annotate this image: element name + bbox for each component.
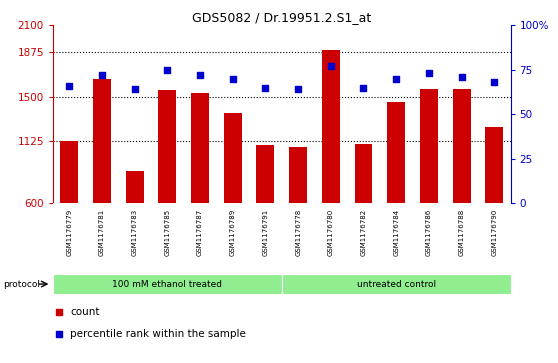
Point — [359, 85, 368, 90]
Text: GSM1176788: GSM1176788 — [459, 209, 465, 256]
Bar — [354, 144, 373, 203]
Text: GSM1176787: GSM1176787 — [197, 209, 203, 256]
Text: percentile rank within the sample: percentile rank within the sample — [70, 329, 246, 339]
Text: GSM1176784: GSM1176784 — [393, 209, 399, 256]
Point — [261, 85, 270, 90]
Text: GSM1176781: GSM1176781 — [99, 209, 105, 256]
Bar — [485, 127, 503, 203]
Bar — [282, 274, 511, 294]
Bar — [322, 50, 340, 203]
Text: count: count — [70, 307, 99, 317]
Point — [196, 72, 205, 78]
Bar — [60, 141, 78, 203]
Point — [490, 79, 499, 85]
Text: 100 mM ethanol treated: 100 mM ethanol treated — [112, 280, 223, 289]
Text: GSM1176779: GSM1176779 — [66, 209, 73, 256]
Bar — [126, 171, 144, 203]
Text: untreated control: untreated control — [357, 280, 436, 289]
Bar — [453, 89, 470, 203]
Text: GSM1176786: GSM1176786 — [426, 209, 432, 256]
Point — [457, 74, 466, 80]
Point — [425, 70, 434, 76]
Bar — [93, 79, 111, 203]
Bar — [387, 102, 405, 203]
Point — [392, 76, 401, 82]
Point — [98, 72, 107, 78]
Text: GSM1176791: GSM1176791 — [262, 209, 268, 256]
Bar — [191, 93, 209, 203]
Title: GDS5082 / Dr.19951.2.S1_at: GDS5082 / Dr.19951.2.S1_at — [192, 11, 372, 24]
Text: GSM1176785: GSM1176785 — [165, 209, 170, 256]
Bar — [289, 147, 307, 203]
Text: GSM1176782: GSM1176782 — [360, 209, 367, 256]
Point — [326, 64, 335, 69]
Point — [258, 191, 267, 197]
Point — [163, 67, 172, 73]
Point — [130, 86, 139, 92]
Point — [294, 86, 302, 92]
Bar — [257, 145, 275, 203]
Text: protocol: protocol — [3, 280, 40, 289]
Bar — [420, 89, 438, 203]
Point — [228, 76, 237, 82]
Bar — [224, 113, 242, 203]
Text: GSM1176780: GSM1176780 — [328, 209, 334, 256]
Text: GSM1176783: GSM1176783 — [132, 209, 138, 256]
Text: GSM1176790: GSM1176790 — [491, 209, 497, 256]
Bar — [158, 90, 176, 203]
Text: GSM1176778: GSM1176778 — [295, 209, 301, 256]
Bar — [53, 274, 282, 294]
Text: GSM1176789: GSM1176789 — [230, 209, 236, 256]
Point — [65, 83, 74, 89]
